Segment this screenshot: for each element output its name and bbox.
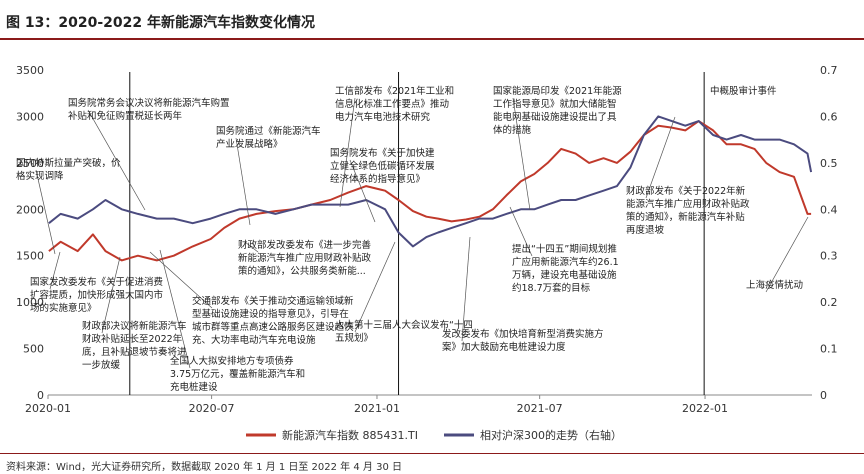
annotation-a4: 国家能源局印发《2021年能源工作指导意见》就加大储能智能电网基础设施建设提出了… [493,85,622,136]
annotation-a7: 国内特斯拉量产突破，价格实现调降 [16,157,121,182]
y-right-tick-label: 0.4 [820,203,838,216]
annotations: 国务院常务会议决议将新能源汽车购置补贴和免征购置税延长两年国务院通过《新能源汽车… [16,85,809,393]
annotation-leader-line [765,216,809,293]
annotation-a5: 中概股审计事件 [710,85,777,97]
series-group [48,115,813,262]
x-tick-label: 2020-07 [189,402,235,415]
chart-area: 0 500 1000 1500 2000 2500 3000 3500 0 0.1 0.2 0.3 0.… [16,64,838,442]
series-line-hs300 [48,115,813,248]
annotation-a14: 人大第十三届人大会议发布“十四五规划》 [335,319,473,344]
annotation-a15: 发改委发布《加快培育新型消费实施方案》加大鼓励充电桩建设力度 [442,328,604,353]
y-left-tick-label: 1500 [16,250,44,263]
annotation-leader-line [461,236,471,342]
annotation-leader-line [35,169,56,255]
annotation-leader-line [159,249,191,369]
annotation-a8: 财政部发布《关于2022年新能源汽车推广应用财政补贴政策的通知》，新能源汽车补贴… [626,185,750,236]
annotation-a10: 提出“十四五”期间规划推广应用新能源汽车约26.1 万辆，建设充电基础设施约18.… [512,243,619,294]
annotation-leader-line [87,109,146,211]
annotation-a12: 国家发改委发布《关于促进消费扩容提质，加快形成强大国内市场的实施意见》 [30,276,164,314]
annotation-leader-line [49,251,61,290]
annotation-leader-line [149,251,213,309]
legend-label-hs300: 相对沪深300的走势（右轴） [480,428,622,442]
x-tick-label: 2021-01 [354,402,400,415]
annotation-a1: 国务院常务会议决议将新能源汽车购置补贴和免征购置税延长两年 [68,97,230,122]
annotation-leader-line [244,241,259,253]
annotation-a13: 交通部发布《关于推动交通运输领域新型基础设施建设的指导意见》，引导在城市群等重点… [192,295,354,346]
y-right-tick-label: 0.6 [820,110,838,123]
annotation-leader-line [339,97,356,208]
annotation-a11: 上海疫情扰动 [746,279,803,291]
y-left-tick-label: 2000 [16,203,44,216]
legend-label-index: 新能源汽车指数 885431.TI [282,428,418,442]
y-left-tick-label: 500 [23,343,44,356]
figure-title: 图 13：2020-2022 年新能源汽车指数变化情况 [6,15,315,31]
annotation-a17: 全国人大拟安排地方专项债券 3.75万亿元，覆盖新能源汽车和充电桩建设 [170,355,305,393]
y-right-tick-label: 0.2 [820,296,838,309]
source-note: 资料来源：Wind，光大证券研究所，数据截取 2020 年 1 月 1 日至 2… [6,462,402,473]
x-tick-label: 2021-07 [517,402,563,415]
annotation-leader-line [645,116,676,199]
annotation-leader-line [509,206,533,257]
y-left-tick-label: 0 [37,389,44,402]
y-right-tick-label: 0.1 [820,343,838,356]
y-left-tick-label: 3500 [16,64,44,77]
annotation-leader-line [101,256,121,334]
annotation-a3: 工信部发布《2021年工业和信息化标准工作要点》推动电力汽车电池技术研究 [335,85,454,123]
y-left-tick-label: 3000 [16,110,44,123]
y-left-tick-label: 2500 [16,157,44,170]
y-right-tick-label: 0.7 [820,64,838,77]
axes: 0 500 1000 1500 2000 2500 3000 3500 0 0.1 0.2 0.3 0.… [16,64,838,415]
legend: 新能源汽车指数 885431.TI 相对沪深300的走势（右轴） [246,428,622,442]
y-left-tick-label: 1000 [16,296,44,309]
y-right-tick-label: 0.5 [820,157,838,170]
annotation-a6: 国务院发布《关于加快建立健全绿色低碳循环发展经济体系的指导意见》 [330,147,435,185]
series-line-index [48,120,812,262]
y-right-tick-label: 0.3 [820,250,838,263]
annotation-leader-line [235,137,251,226]
y-right-tick-label: 0 [820,389,827,402]
annotation-leader-line [512,97,531,211]
annotation-a9: 财政部发改委发布《进一步完善新能源汽车推广应用财政补贴政策的通知》，公共服务类新… [238,239,372,277]
annotation-leader-line [349,159,376,223]
x-tick-label: 2022-01 [682,402,728,415]
source-rule [0,453,864,454]
annotation-leader-line [354,241,396,333]
annotation-a16: 财政部决议将新能源汽车财政补贴延长至2022年底，且补贴退坡节奏将进一步放缓 [82,320,187,371]
title-rule [0,38,864,40]
x-tick-label: 2020-01 [25,402,71,415]
annotation-a2: 国务院通过《新能源汽车产业发展战略》 [216,125,321,150]
